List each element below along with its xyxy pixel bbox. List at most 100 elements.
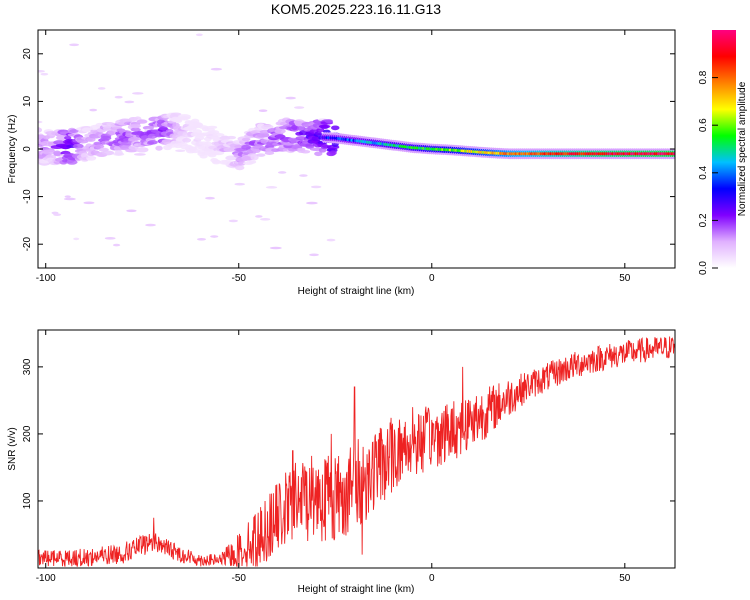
x-tick-label: -100: [36, 573, 56, 584]
spectrogram-speckle: [277, 171, 287, 174]
x-tick-label: 50: [619, 273, 631, 284]
spectrogram-speckle: [205, 196, 215, 200]
spectrogram-cell: [102, 150, 115, 156]
spectrogram-x-label: Height of straight line (km): [298, 286, 415, 297]
spectrogram-cell: [120, 145, 130, 151]
colorbar-bar: [712, 30, 736, 268]
y-tick-label: 200: [22, 425, 33, 442]
y-tick-label: 20: [22, 48, 33, 60]
spectrogram-cell: [42, 149, 55, 155]
spectrogram-cell: [206, 125, 218, 129]
spectrogram-ridge: [321, 131, 675, 160]
x-tick-label: 0: [429, 573, 435, 584]
spectrogram-speckle: [210, 235, 219, 238]
spectrogram-speckle: [83, 201, 95, 205]
spectrogram-speckle: [124, 100, 135, 104]
spectrogram-cell: [53, 140, 66, 145]
spectrogram-speckle: [69, 43, 80, 47]
spectrogram-cell: [136, 147, 148, 153]
spectrogram-speckle: [196, 238, 207, 241]
spectrogram-cell: [81, 127, 93, 133]
spectrogram-cell: [261, 132, 270, 138]
spectrogram-speckle: [265, 186, 278, 189]
spectrogram-cell: [225, 155, 238, 161]
colorbar-tick-label: 0.0: [698, 261, 709, 275]
spectrogram-cell: [93, 141, 102, 146]
spectrogram-y-label: Frequency (Hz): [7, 115, 18, 184]
spectrogram-cell: [38, 127, 43, 133]
spectrogram-cell: [252, 148, 261, 153]
spectrogram-cell: [300, 150, 311, 154]
spectrogram-cell: [86, 157, 96, 161]
spectrogram-cell: [94, 144, 105, 149]
y-tick-label: -20: [22, 237, 33, 252]
x-tick-label: -100: [36, 273, 56, 284]
colorbar-tick-label: 0.2: [698, 213, 709, 227]
spectrogram-speckle: [145, 223, 156, 227]
spectrogram-cell: [212, 132, 225, 137]
spectrogram-cell: [331, 125, 340, 131]
spectrogram-cell: [130, 123, 141, 129]
spectrogram-speckle: [306, 201, 318, 205]
snr-background: [38, 330, 675, 568]
spectrogram-cell: [102, 125, 114, 132]
snr-series-line: [38, 336, 675, 567]
y-tick-label: 300: [22, 358, 33, 375]
x-tick-label: -50: [232, 273, 247, 284]
spectrogram-speckle: [294, 106, 305, 109]
spectrogram-speckle: [258, 109, 268, 113]
colorbar-tick-label: 0.8: [698, 70, 709, 84]
spectrogram-cell: [170, 112, 182, 116]
spectrogram-speckle: [53, 213, 62, 216]
spectrogram-cell: [314, 151, 323, 157]
spectrogram-cell: [155, 145, 163, 151]
spectrogram-speckle: [64, 195, 71, 198]
spectrogram-speckle: [40, 72, 49, 76]
spectrogram-cell: [114, 150, 123, 156]
spectrogram-cell: [199, 154, 208, 159]
spectrogram-marks: [38, 33, 342, 257]
spectrogram-cell: [250, 154, 259, 161]
spectrogram-speckle: [114, 95, 123, 99]
spectrogram-speckle: [309, 253, 319, 257]
spectrogram-speckle: [310, 185, 322, 189]
spectrogram-cell: [235, 165, 245, 171]
spectrogram-speckle: [132, 92, 144, 95]
spectrogram-cell: [314, 131, 322, 136]
spectrogram-cell: [80, 153, 89, 158]
spectrogram-cell: [73, 143, 84, 149]
spectrogram-speckle: [255, 215, 263, 218]
spectrogram-speckle: [175, 149, 186, 153]
spectrogram-cell: [248, 160, 257, 164]
spectrogram-cell: [256, 153, 266, 157]
spectrogram-speckle: [97, 87, 106, 90]
spectrogram-speckle: [113, 243, 121, 247]
spectrogram-speckle: [134, 153, 146, 156]
spectrogram-y-axis: -20 -10 0 10 20: [22, 48, 675, 252]
spectrogram-cell: [324, 119, 334, 124]
colorbar-tick-label: 0.6: [698, 118, 709, 132]
spectrogram-speckle: [299, 174, 308, 177]
snr-x-axis: -100 -50 0 50: [36, 330, 631, 584]
spectrogram-cell: [211, 159, 221, 165]
spectrogram-speckle: [326, 238, 336, 242]
spectrogram-cell: [318, 124, 331, 129]
snr-y-axis: 100 200 300: [22, 358, 675, 509]
snr-y-label: SNR (v/v): [7, 427, 18, 470]
spectrogram-speckle: [104, 237, 116, 240]
spectrogram-speckle: [234, 182, 245, 186]
spectrogram-cell: [329, 150, 337, 156]
snr-x-label: Height of straight line (km): [298, 584, 415, 595]
snr-panel: -100 -50 0 50 100 200 300 Height of straight …: [7, 329, 676, 595]
colorbar-tick-label: 0.4: [698, 165, 709, 179]
spectrogram-speckle: [269, 246, 282, 250]
x-tick-label: 0: [429, 273, 435, 284]
spectrogram-speckle: [228, 219, 239, 223]
colorbar-label: Normalized spectral amplitude: [737, 81, 748, 216]
spectrogram-speckle: [195, 33, 203, 37]
spectrogram-cell: [261, 124, 274, 130]
y-tick-label: 100: [22, 492, 33, 509]
spectrogram-speckle: [285, 96, 296, 100]
x-tick-label: 50: [619, 573, 631, 584]
